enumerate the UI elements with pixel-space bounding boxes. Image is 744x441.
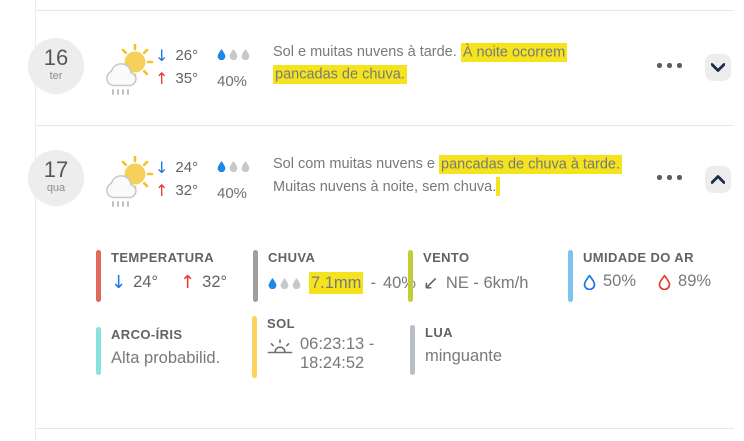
detail-rain-chance: 40% [382, 273, 416, 292]
day-number: 17 [43, 157, 69, 182]
rain-detail-card: CHUVA 7.1mm - 40% [253, 250, 416, 302]
more-options-button[interactable] [657, 175, 682, 180]
temperature-summary: ↓ 26° ↑ 35° [155, 44, 198, 90]
rainbow-value: Alta probabilid. [111, 349, 221, 367]
sunset-time: 18:24:52 [300, 354, 365, 372]
sun-rain-cloud-icon [98, 153, 158, 214]
rain-chance-summary: 40% [217, 159, 251, 202]
temperature-detail-card: TEMPERATURA ↓ 24° ↑ 32° [96, 250, 227, 302]
day-name: qua [46, 182, 66, 194]
temp-min: 26° [175, 47, 199, 64]
moon-detail-card: LUA minguante [410, 325, 502, 375]
wind-detail-card: VENTO ↙ NE - 6km/h [408, 250, 528, 302]
rainbow-label: ARCO-ÍRIS [111, 327, 183, 342]
timeline-line [35, 0, 36, 441]
temp-min: 24° [175, 159, 199, 176]
temp-min-arrow-icon: ↓ [155, 158, 169, 177]
temperature-summary: ↓ 24° ↑ 32° [155, 156, 198, 202]
rain-drops-icon [268, 277, 301, 289]
sun-accent-bar [252, 316, 257, 378]
moon-label: LUA [425, 325, 453, 340]
row-divider [36, 428, 734, 429]
sun-detail-card: SOL 06:23:13 - 18:24:52 [252, 316, 374, 378]
sunrise-time: 06:23:13 - [300, 335, 375, 353]
temp-max: 32° [175, 182, 199, 199]
rain-chance-summary: 40% [217, 47, 251, 90]
forecast-description: Sol e muitas nuvens à tarde. À noite oco… [273, 42, 568, 84]
sun-label: SOL [267, 316, 295, 331]
rain-chance-value: 40% [217, 73, 248, 90]
humidity-min: 50% [603, 272, 637, 290]
wind-value: NE - 6km/h [445, 273, 529, 292]
temp-min-arrow-icon: ↓ [111, 272, 127, 293]
expand-day16-button[interactable] [705, 54, 731, 81]
rain-drops-icon [217, 161, 250, 173]
temperature-accent-bar [96, 250, 101, 302]
humidity-label: UMIDADE DO AR [583, 250, 694, 265]
row-divider [36, 125, 734, 126]
humidity-accent-bar [568, 250, 573, 302]
forecast-description: Sol com muitas nuvens e pancadas de chuv… [273, 154, 622, 196]
row-divider [36, 10, 734, 11]
rain-label: CHUVA [268, 250, 316, 265]
humidity-detail-card: UMIDADE DO AR 50% 89% [568, 250, 711, 302]
highlighted-text [496, 177, 501, 196]
temp-min-arrow-icon: ↓ [155, 46, 169, 65]
temperature-label: TEMPERATURA [111, 250, 215, 265]
temp-max-arrow-icon: ↑ [155, 181, 169, 200]
rain-amount-highlighted: 7.1mm [309, 272, 364, 294]
sun-rain-cloud-icon [98, 41, 158, 102]
chevron-up-icon [711, 175, 725, 184]
rain-chance-value: 40% [217, 185, 248, 202]
highlighted-text: À noite ocorrem [460, 42, 568, 62]
wind-direction-arrow-icon: ↙ [423, 272, 439, 294]
detail-temp-min: 24° [133, 273, 159, 291]
temp-max-arrow-icon: ↑ [180, 272, 196, 293]
rainbow-detail-card: ARCO-ÍRIS Alta probabilid. [96, 327, 220, 375]
detail-temp-max: 32° [202, 273, 228, 291]
chevron-down-icon [711, 63, 725, 72]
moon-accent-bar [410, 325, 415, 375]
moon-value: minguante [425, 347, 503, 365]
wind-label: VENTO [423, 250, 470, 265]
collapse-day17-button[interactable] [705, 166, 731, 193]
highlighted-text: pancadas de chuva à tarde. [439, 154, 622, 174]
more-options-button[interactable] [657, 63, 682, 68]
rainbow-accent-bar [96, 327, 101, 375]
humidity-max-drop-icon [658, 274, 671, 290]
temp-max: 35° [175, 70, 199, 87]
sunrise-icon [267, 339, 293, 354]
day-badge: 17 qua [28, 150, 84, 206]
day-name: ter [49, 70, 63, 82]
humidity-min-drop-icon [583, 274, 596, 290]
wind-accent-bar [408, 250, 413, 302]
temp-max-arrow-icon: ↑ [155, 69, 169, 88]
humidity-max: 89% [678, 272, 712, 290]
highlighted-text: pancadas de chuva. [273, 65, 407, 84]
rain-drops-icon [217, 49, 250, 61]
rain-accent-bar [253, 250, 258, 302]
day-number: 16 [43, 45, 69, 70]
day-badge: 16 ter [28, 38, 84, 94]
